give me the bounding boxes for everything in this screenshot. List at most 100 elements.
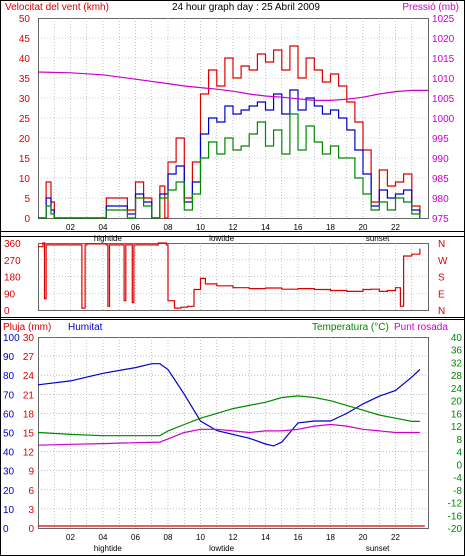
pressure-tick-label: 1005 xyxy=(432,94,455,105)
direction-tick-label: 180 xyxy=(4,273,21,284)
marker-lowtide: lowtide xyxy=(209,544,234,553)
temp-tick-label: -8 xyxy=(453,486,462,497)
wind-tick-label: 50 xyxy=(19,14,31,25)
wind-tick-label: 30 xyxy=(19,94,31,105)
temp-tick-label: 8 xyxy=(456,435,462,446)
humidity-tick-label: 0 xyxy=(3,524,9,535)
humidity-tick-label: 30 xyxy=(3,467,15,478)
temp-tick-label: -12 xyxy=(448,499,463,510)
wind-tick-label: 15 xyxy=(19,154,31,165)
series-gust xyxy=(38,45,421,219)
hour-tick-label: 16 xyxy=(294,223,303,232)
temp-tick-label: 4 xyxy=(456,448,462,459)
hour-tick-label: 22 xyxy=(391,223,400,232)
rain-tick-label: 9 xyxy=(28,467,34,478)
marker-hightide: hightide xyxy=(94,544,123,553)
hour-tick-label: 02 xyxy=(66,223,75,232)
rain-tick-label: 3 xyxy=(28,505,34,516)
temp-plot-area xyxy=(38,337,429,529)
wind-tick-label: 10 xyxy=(19,174,31,185)
wind-tick-label: 20 xyxy=(19,134,31,145)
pressure-tick-label: 1025 xyxy=(432,14,455,25)
wind-tick-label: 0 xyxy=(24,214,30,225)
rain-tick-label: 15 xyxy=(23,429,35,440)
humidity-tick-label: 10 xyxy=(3,505,15,516)
pressure-tick-label: 975 xyxy=(432,214,449,225)
marker-sunset: sunset xyxy=(366,234,390,243)
hour-tick-label: 06 xyxy=(131,533,140,542)
series-pressure xyxy=(37,71,428,101)
temp-tick-label: 36 xyxy=(451,346,463,357)
dew-point-axis-title: Punt rosada xyxy=(394,322,448,333)
direction-panel-frame xyxy=(0,236,465,318)
pressure-tick-label: 1020 xyxy=(432,34,455,45)
series-dew_point xyxy=(37,423,420,446)
direction-tick-label: 360 xyxy=(4,239,21,250)
wind-tick-label: 5 xyxy=(24,194,30,205)
rain-tick-label: 21 xyxy=(23,390,35,401)
temperature-axis-title: Temperatura (°C) xyxy=(312,322,389,333)
direction-tick-label: 270 xyxy=(4,256,21,267)
pressure-axis-title: Pressió (mb) xyxy=(402,2,459,13)
hour-tick-label: 02 xyxy=(66,533,75,542)
pressure-tick-label: 1010 xyxy=(432,74,455,85)
hour-tick-label: 20 xyxy=(359,223,368,232)
series-direction xyxy=(38,242,421,309)
temp-tick-label: 24 xyxy=(451,384,463,395)
humidity-tick-label: 90 xyxy=(3,352,15,363)
rain-tick-label: 30 xyxy=(23,333,35,344)
hour-tick-label: 22 xyxy=(391,533,400,542)
humidity-tick-label: 20 xyxy=(3,486,15,497)
temp-panel-frame xyxy=(0,319,465,556)
humidity-axis-title: Humitat xyxy=(68,322,103,333)
rain-axis-title: Pluja (mm) xyxy=(3,322,51,333)
marker-lowtide: lowtide xyxy=(209,234,234,243)
series-temperature xyxy=(37,395,420,437)
hour-tick-label: 12 xyxy=(229,533,238,542)
humidity-tick-label: 100 xyxy=(3,333,20,344)
pressure-tick-label: 990 xyxy=(432,154,449,165)
rain-tick-label: 12 xyxy=(23,448,35,459)
direction-tick-label: 0 xyxy=(4,306,10,317)
pressure-tick-label: 1015 xyxy=(432,54,455,65)
hour-tick-label: 18 xyxy=(326,223,335,232)
temp-tick-label: 32 xyxy=(451,358,463,369)
direction-tick-label: 90 xyxy=(4,289,16,300)
marker-sunset: sunset xyxy=(366,544,390,553)
wind-plot-area xyxy=(38,18,429,219)
series-average xyxy=(38,89,421,219)
compass-label: S xyxy=(438,273,445,284)
hour-tick-label: 08 xyxy=(164,223,173,232)
rain-tick-label: 18 xyxy=(23,409,35,420)
pressure-tick-label: 995 xyxy=(432,134,449,145)
hour-tick-label: 18 xyxy=(326,533,335,542)
wind-tick-label: 35 xyxy=(19,74,31,85)
compass-label: N xyxy=(438,239,445,250)
rain-tick-label: 24 xyxy=(23,371,35,382)
temp-tick-label: 0 xyxy=(456,460,462,471)
humidity-tick-label: 60 xyxy=(3,409,15,420)
direction-plot-area xyxy=(38,243,429,311)
temp-tick-label: -16 xyxy=(448,511,463,522)
temp-tick-label: -20 xyxy=(448,524,463,535)
pressure-tick-label: 980 xyxy=(432,194,449,205)
hour-tick-label: 06 xyxy=(131,223,140,232)
temp-tick-label: 16 xyxy=(451,409,463,420)
compass-label: W xyxy=(438,256,448,267)
compass-label: E xyxy=(438,289,445,300)
rain-tick-label: 27 xyxy=(23,352,35,363)
wind-tick-label: 25 xyxy=(19,114,31,125)
hour-tick-label: 08 xyxy=(164,533,173,542)
humidity-tick-label: 40 xyxy=(3,448,15,459)
pressure-tick-label: 1000 xyxy=(432,114,455,125)
temp-tick-label: 20 xyxy=(451,397,463,408)
temp-tick-label: -4 xyxy=(453,473,462,484)
wind-tick-label: 45 xyxy=(19,34,31,45)
pressure-tick-label: 985 xyxy=(432,174,449,185)
chart-title: 24 hour graph day : 25 Abril 2009 xyxy=(172,2,320,13)
hour-tick-label: 12 xyxy=(229,223,238,232)
temp-tick-label: 28 xyxy=(451,371,463,382)
hour-tick-label: 10 xyxy=(196,533,205,542)
